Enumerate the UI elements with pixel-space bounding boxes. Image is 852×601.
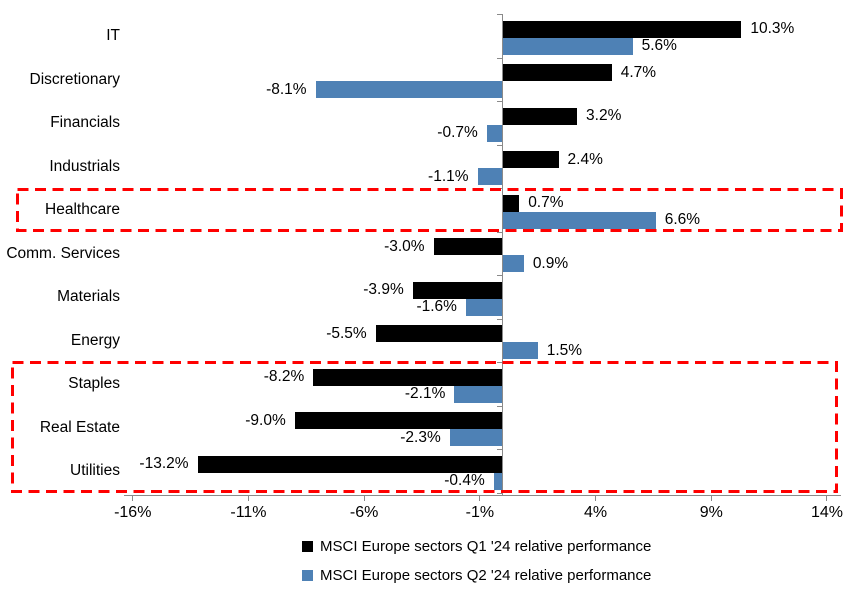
value-label-q1-healthcare: 0.7% — [528, 194, 564, 211]
bar-q2-real-estate — [449, 429, 503, 446]
legend-item-q2: MSCI Europe sectors Q2 '24 relative perf… — [302, 566, 651, 584]
value-label-q1-it: 10.3% — [750, 20, 795, 37]
x-axis-line — [124, 495, 841, 496]
bar-q2-staples — [454, 385, 503, 403]
category-axis-tick — [497, 318, 503, 320]
legend-label-q2: MSCI Europe sectors Q2 '24 relative perf… — [320, 566, 652, 584]
category-axis-tick — [497, 275, 503, 276]
bar-q2-energy — [503, 342, 538, 359]
value-label-q2-energy: 1.5% — [546, 341, 583, 359]
x-tick-label-neg1pct: -1% — [465, 504, 495, 521]
value-label-q1-energy: -5.5% — [326, 324, 367, 342]
category-label-discretionary: Discretionary — [29, 70, 120, 88]
category-axis-tick — [497, 57, 503, 59]
category-axis-tick — [497, 101, 503, 102]
bar-q1-comm-services — [433, 238, 503, 255]
category-label-materials: Materials — [57, 288, 120, 306]
bar-q1-utilities — [197, 455, 503, 473]
bar-q2-discretionary — [315, 81, 503, 98]
value-label-q1-financials: 3.2% — [586, 107, 622, 124]
value-label-q2-materials: -1.6% — [416, 298, 457, 315]
bar-q1-materials — [412, 281, 503, 299]
x-axis-tick — [132, 495, 134, 501]
bar-q1-healthcare — [503, 194, 520, 212]
bar-q1-staples — [313, 368, 503, 386]
highlight-box-healthcare — [16, 188, 843, 232]
bar-q1-real-estate — [294, 412, 503, 429]
legend-label-q1: MSCI Europe sectors Q1 '24 relative perf… — [320, 537, 652, 555]
category-axis-tick — [497, 231, 503, 233]
bar-q2-it — [503, 37, 633, 55]
bar-q1-energy — [375, 325, 503, 342]
category-axis-tick — [497, 144, 503, 146]
x-tick-label-9pct: 9% — [699, 504, 723, 521]
value-label-q1-industrials: 2.4% — [567, 150, 603, 168]
x-axis-tick — [247, 495, 249, 501]
bar-q1-financials — [503, 107, 578, 125]
value-label-q2-staples: -2.1% — [404, 385, 446, 402]
value-label-q1-utilities: -13.2% — [139, 455, 189, 472]
value-label-q1-real-estate: -9.0% — [245, 411, 286, 429]
value-label-q1-discretionary: 4.7% — [620, 63, 657, 81]
x-axis-tick — [363, 495, 365, 501]
category-label-energy: Energy — [70, 331, 120, 349]
bar-q2-comm-services — [503, 255, 524, 272]
category-axis-tick — [497, 14, 503, 15]
value-label-q2-industrials: -1.1% — [428, 167, 469, 185]
category-label-comm-services: Comm. Services — [6, 244, 120, 262]
bar-q1-discretionary — [503, 64, 612, 81]
value-label-q2-healthcare: 6.6% — [664, 211, 701, 228]
bar-q2-industrials — [477, 168, 503, 185]
legend: MSCI Europe sectors Q1 '24 relative perf… — [302, 537, 651, 595]
x-tick-label-neg6pct: -6% — [349, 504, 379, 521]
category-axis-tick — [497, 362, 503, 363]
category-axis-tick — [497, 405, 503, 407]
value-label-q2-utilities: -0.4% — [444, 472, 485, 489]
bar-q1-it — [503, 20, 742, 38]
x-axis-tick — [710, 495, 712, 501]
bar-q2-healthcare — [503, 211, 656, 229]
category-label-healthcare: Healthcare — [45, 201, 120, 219]
category-label-real-estate: Real Estate — [39, 418, 120, 436]
value-label-q2-real-estate: -2.3% — [400, 428, 441, 446]
x-tick-label-14pct: 14% — [810, 504, 843, 521]
category-label-utilities: Utilities — [70, 462, 120, 480]
category-axis-tick — [497, 449, 503, 450]
x-tick-label-neg11pct: -11% — [230, 504, 267, 521]
x-tick-label-4pct: 4% — [583, 504, 608, 521]
category-axis-tick — [497, 188, 503, 189]
category-label-it: IT — [106, 27, 120, 45]
category-label-industrials: Industrials — [49, 157, 120, 175]
category-axis-tick — [497, 492, 503, 494]
value-label-q2-discretionary: -8.1% — [266, 80, 307, 98]
value-axis-zero-line — [502, 14, 503, 496]
bar-q1-industrials — [503, 151, 559, 168]
category-label-financials: Financials — [50, 114, 120, 132]
x-axis-tick — [826, 495, 828, 501]
legend-marker-q1-icon — [302, 540, 313, 552]
legend-item-q1: MSCI Europe sectors Q1 '24 relative perf… — [302, 537, 651, 555]
value-label-q2-comm-services: 0.9% — [532, 254, 569, 272]
value-label-q1-comm-services: -3.0% — [384, 237, 425, 255]
value-label-q2-it: 5.6% — [641, 37, 677, 54]
bar-q2-financials — [486, 124, 503, 142]
value-label-q2-financials: -0.7% — [437, 124, 478, 141]
bar-q2-materials — [465, 298, 503, 316]
x-axis-tick — [479, 495, 481, 501]
legend-marker-q2-icon — [302, 569, 313, 581]
x-tick-label-neg16pct: -16% — [114, 504, 152, 521]
value-label-q1-staples: -8.2% — [263, 368, 305, 385]
x-axis-tick — [595, 495, 597, 501]
value-label-q1-materials: -3.9% — [363, 281, 404, 298]
category-label-staples: Staples — [68, 375, 120, 393]
